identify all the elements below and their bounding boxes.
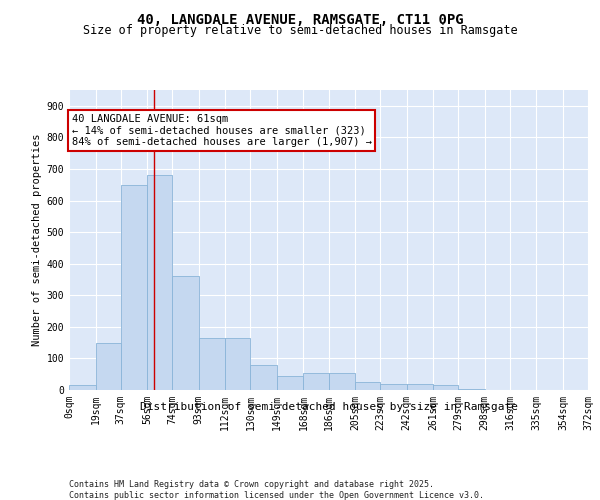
Y-axis label: Number of semi-detached properties: Number of semi-detached properties xyxy=(32,134,43,346)
Bar xyxy=(355,382,380,390)
Bar xyxy=(304,372,329,390)
Bar xyxy=(277,376,304,390)
Bar xyxy=(121,184,147,390)
Text: Size of property relative to semi-detached houses in Ramsgate: Size of property relative to semi-detach… xyxy=(83,24,517,37)
Bar xyxy=(250,364,277,390)
Bar xyxy=(199,338,225,390)
Text: 40, LANGDALE AVENUE, RAMSGATE, CT11 0PG: 40, LANGDALE AVENUE, RAMSGATE, CT11 0PG xyxy=(137,12,463,26)
Bar xyxy=(380,384,407,390)
Text: Distribution of semi-detached houses by size in Ramsgate: Distribution of semi-detached houses by … xyxy=(140,402,518,412)
Bar xyxy=(407,384,433,390)
Text: Contains HM Land Registry data © Crown copyright and database right 2025.
Contai: Contains HM Land Registry data © Crown c… xyxy=(69,480,484,500)
Bar xyxy=(458,389,485,390)
Bar xyxy=(433,386,458,390)
Bar xyxy=(95,342,121,390)
Text: 40 LANGDALE AVENUE: 61sqm
← 14% of semi-detached houses are smaller (323)
84% of: 40 LANGDALE AVENUE: 61sqm ← 14% of semi-… xyxy=(72,114,372,147)
Bar xyxy=(329,372,355,390)
Bar xyxy=(147,176,172,390)
Bar xyxy=(172,276,199,390)
Bar xyxy=(225,338,250,390)
Bar xyxy=(69,386,95,390)
